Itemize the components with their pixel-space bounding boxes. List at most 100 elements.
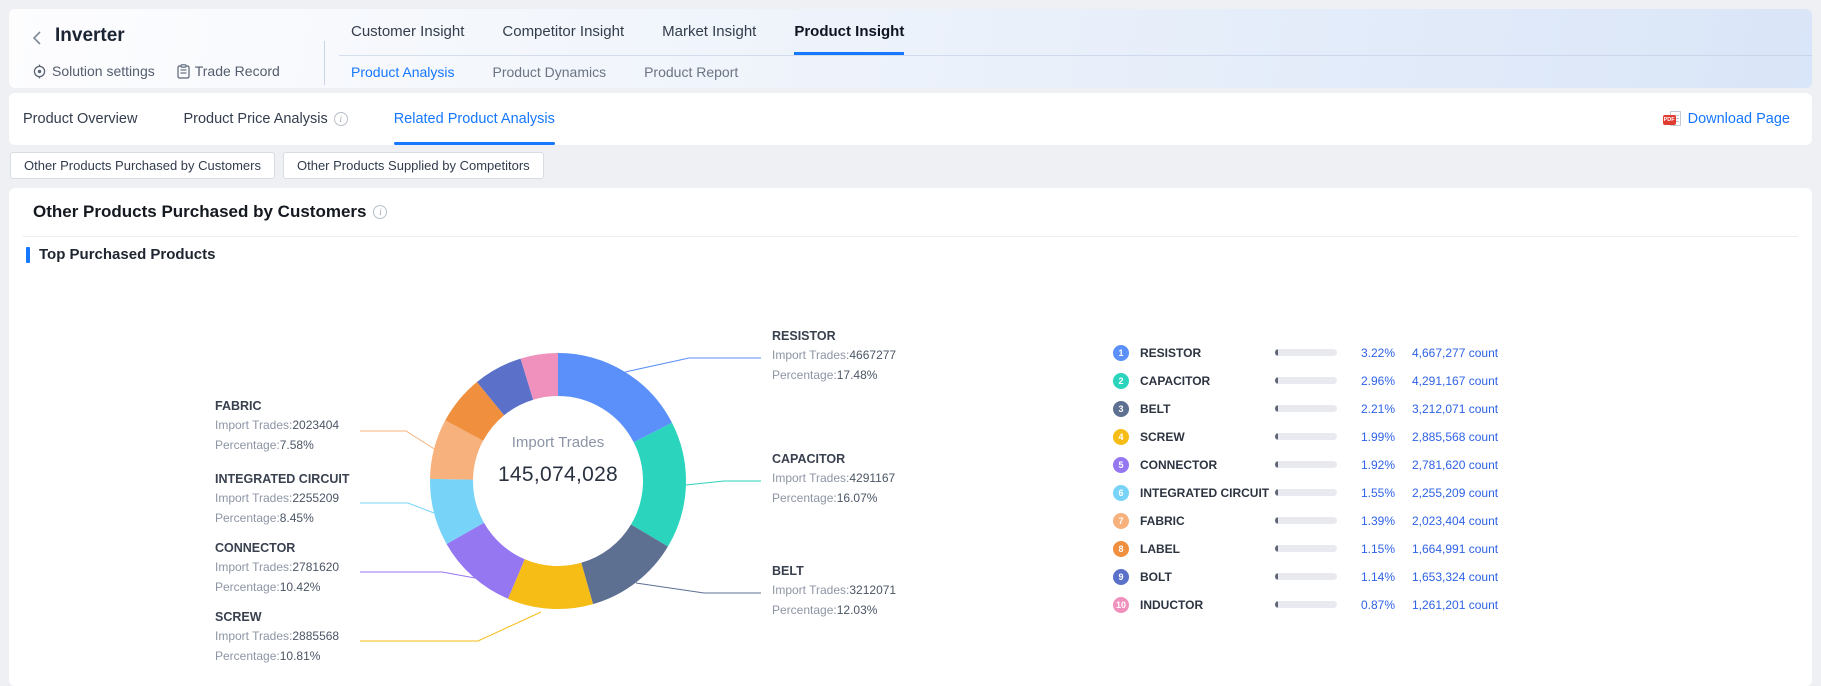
subtab-product-analysis[interactable]: Product Analysis: [351, 64, 455, 80]
callout-import-trades: Import Trades:4667277: [772, 346, 896, 366]
donut-chart: Import Trades 145,074,028 RESISTOR Import…: [9, 188, 1812, 686]
trade-count: 2,023,404 count: [1412, 514, 1499, 528]
product-name: CAPACITOR: [1140, 374, 1211, 388]
leader-line-integrated-circuit: [360, 502, 435, 514]
product-name: INTEGRATED CIRCUIT: [1140, 486, 1270, 500]
share-bar-fill: [1275, 461, 1278, 468]
share-bar: [1275, 461, 1337, 468]
callout-label: Percentage:: [215, 648, 280, 663]
share-bar-fill: [1275, 349, 1278, 356]
tab-product-insight[interactable]: Product Insight: [794, 9, 905, 55]
back-button[interactable]: [31, 30, 43, 46]
donut-segment-belt[interactable]: [580, 523, 668, 605]
trade-record-link[interactable]: Trade Record: [177, 63, 280, 79]
subtitle-accent-bar: [26, 246, 30, 263]
ranking-row-integrated-circuit[interactable]: 6 INTEGRATED CIRCUIT 1.55% 2,255,209 count: [1105, 479, 1545, 507]
product-name: BELT: [1140, 402, 1171, 416]
pdf-icon: PDF: [1662, 110, 1682, 128]
callout-value: 2023404: [292, 418, 340, 432]
donut-segment-inductor[interactable]: [520, 353, 559, 400]
share-percentage: 3.22%: [1360, 346, 1395, 360]
callout-label: Percentage:: [772, 490, 837, 505]
donut-segment-resistor[interactable]: [557, 353, 672, 443]
info-icon[interactable]: i: [333, 112, 348, 126]
gear-icon: [33, 64, 46, 78]
trade-count: 1,653,324 count: [1412, 570, 1499, 584]
callout-title: RESISTOR: [772, 329, 836, 343]
ranking-row-label[interactable]: 8 LABEL 1.15% 1,664,991 count: [1105, 535, 1545, 563]
solution-settings-label: Solution settings: [52, 63, 155, 79]
share-bar: [1275, 433, 1337, 440]
donut-segment-integrated-circuit[interactable]: [430, 478, 485, 544]
donut-segment-connector[interactable]: [446, 522, 526, 599]
share-bar-fill: [1275, 489, 1278, 496]
share-bar-fill: [1275, 433, 1278, 440]
callout-label: Import Trades:: [215, 491, 293, 505]
solution-settings-link[interactable]: Solution settings: [32, 63, 155, 79]
primary-tabs: Customer Insight Competitor Insight Market…: [339, 9, 1812, 56]
download-page-button[interactable]: PDF Download Page: [1662, 110, 1790, 128]
analysis-tab-label: Product Overview: [23, 111, 138, 127]
callout-value: 16.07%: [836, 490, 878, 505]
callout-integrated-circuit: INTEGRATED CIRCUIT Import Trades:2255209 P…: [215, 472, 350, 528]
view-button-other-products-purchased-by-customers[interactable]: Other Products Purchased by Customers: [10, 152, 275, 179]
product-name: CONNECTOR: [1140, 458, 1218, 472]
analysis-tab-product-price-analysis[interactable]: Product Price Analysis i: [183, 93, 348, 145]
subtab-product-dynamics[interactable]: Product Dynamics: [492, 64, 607, 80]
donut-segment-capacitor[interactable]: [630, 422, 686, 547]
ranking-row-screw[interactable]: 4 SCREW 1.99% 2,885,568 count: [1105, 423, 1545, 451]
analysis-tab-related-product-analysis[interactable]: Related Product Analysis: [393, 93, 556, 145]
tab-market-insight[interactable]: Market Insight: [662, 23, 757, 40]
chart-subtitle: Top Purchased Products: [39, 246, 216, 263]
callout-title: BELT: [772, 564, 804, 578]
trade-count: 2,885,568 count: [1412, 430, 1499, 444]
share-percentage: 1.92%: [1360, 458, 1395, 472]
leader-line-screw: [360, 611, 542, 642]
view-button-other-products-supplied-by-competitors[interactable]: Other Products Supplied by Competitors: [283, 152, 544, 179]
analysis-tab-product-overview[interactable]: Product Overview: [23, 93, 137, 145]
product-name: SCREW: [1140, 430, 1185, 444]
donut-segment-screw[interactable]: [507, 558, 594, 609]
section-title-row: Other Products Purchased by Customers i: [33, 202, 388, 222]
ranking-row-inductor[interactable]: 10 INDUCTOR 0.87% 1,261,201 count: [1105, 591, 1545, 619]
share-bar: [1275, 405, 1337, 412]
callout-label: Import Trades:: [772, 583, 850, 597]
callout-value: 2781620: [292, 560, 340, 574]
donut-center-label: Import Trades 145,074,028: [458, 434, 658, 487]
callout-label: Percentage:: [772, 367, 837, 382]
share-bar-fill: [1275, 517, 1278, 524]
donut-segment-fabric[interactable]: [430, 420, 484, 481]
tab-customer-insight[interactable]: Customer Insight: [351, 23, 465, 40]
share-bar: [1275, 489, 1337, 496]
callout-title: SCREW: [215, 610, 262, 624]
trade-count: 4,291,167 count: [1412, 374, 1499, 388]
callout-label: Import Trades:: [215, 560, 293, 574]
share-percentage: 1.15%: [1360, 542, 1395, 556]
ranking-row-bolt[interactable]: 9 BOLT 1.14% 1,653,324 count: [1105, 563, 1545, 591]
content-card: Other Products Purchased by Customers i …: [9, 188, 1812, 686]
share-bar: [1275, 601, 1337, 608]
info-icon[interactable]: i: [373, 205, 388, 219]
ranking-row-connector[interactable]: 5 CONNECTOR 1.92% 2,781,620 count: [1105, 451, 1545, 479]
callout-percentage: Percentage:16.07%: [772, 489, 895, 509]
subtab-product-report[interactable]: Product Report: [644, 64, 739, 80]
ranking-row-belt[interactable]: 3 BELT 2.21% 3,212,071 count: [1105, 395, 1545, 423]
ranking-list: 1 RESISTOR 3.22% 4,667,277 count 2 CAPACITOR 2…: [1105, 339, 1545, 619]
ranking-row-fabric[interactable]: 7 FABRIC 1.39% 2,023,404 count: [1105, 507, 1545, 535]
callout-import-trades: Import Trades:4291167: [772, 469, 895, 489]
view-switch-buttons: Other Products Purchased by Customers Oth…: [10, 152, 544, 179]
tab-competitor-insight[interactable]: Competitor Insight: [502, 23, 625, 40]
donut-segment-bolt[interactable]: [476, 358, 534, 416]
donut-segment-label[interactable]: [445, 381, 505, 442]
product-name: INDUCTOR: [1140, 598, 1204, 612]
ranking-row-resistor[interactable]: 1 RESISTOR 3.22% 4,667,277 count: [1105, 339, 1545, 367]
trade-count: 3,212,071 count: [1412, 402, 1499, 416]
clipboard-icon: [177, 63, 190, 79]
chevron-left-icon: [32, 31, 41, 45]
leader-line-resistor: [624, 357, 761, 373]
callout-belt: BELT Import Trades:3212071 Percentage:12.0…: [772, 564, 896, 620]
product-name: LABEL: [1140, 542, 1180, 556]
ranking-row-capacitor[interactable]: 2 CAPACITOR 2.96% 4,291,167 count: [1105, 367, 1545, 395]
callout-label: Import Trades:: [772, 348, 850, 362]
share-bar-fill: [1275, 573, 1278, 580]
